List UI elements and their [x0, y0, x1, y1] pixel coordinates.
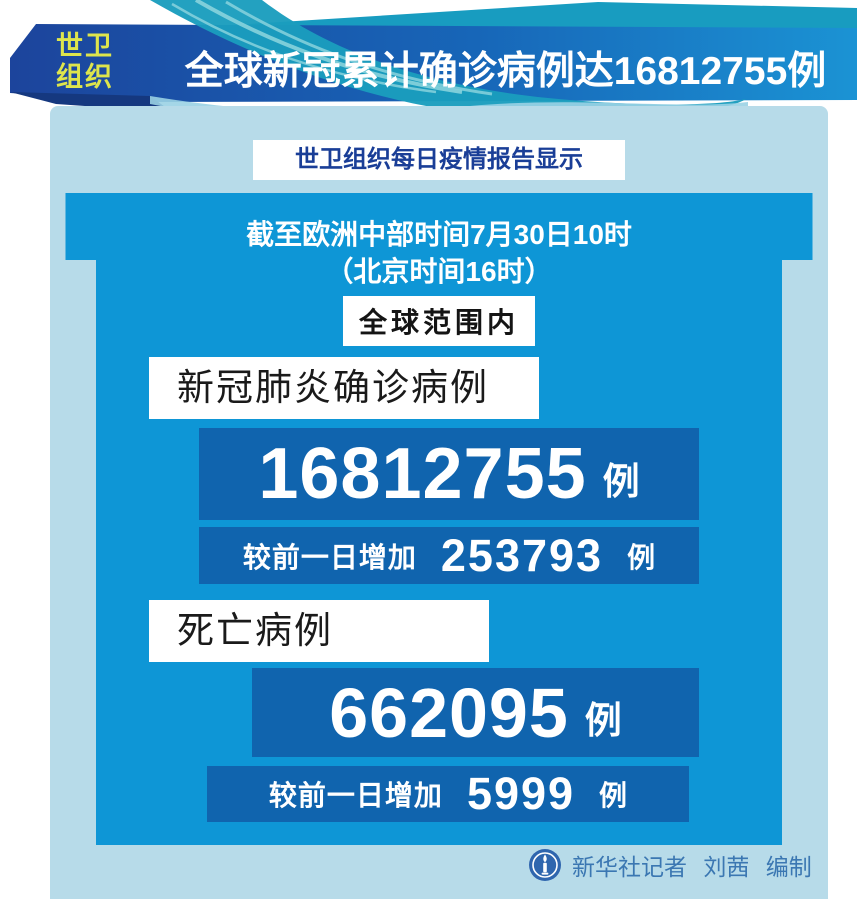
datetime-line2: （北京时间16时）	[325, 256, 553, 287]
banner-swoosh-streak-3	[171, 2, 437, 94]
credit-footer: 新华社记者 刘茜 编制	[528, 848, 812, 882]
stats-panel: （北京时间16时） 全球范围内 新冠肺炎确诊病例 16812755 例 较前一日…	[96, 256, 782, 845]
datetime-header-strip: 截至欧洲中部时间7月30日10时	[65, 193, 813, 260]
confirmed-delta-value: 253793	[440, 529, 604, 581]
deaths-total-panel: 662095 例	[252, 668, 699, 757]
confirmed-delta-unit: 例	[627, 541, 656, 573]
confirmed-label: 新冠肺炎确诊病例	[149, 357, 539, 419]
content-panel: 世卫组织每日疫情报告显示 截至欧洲中部时间7月30日10时 （北京时间16时） …	[50, 106, 828, 899]
banner-swoosh-streak-1	[194, 0, 463, 94]
deaths-delta-row: 较前一日增加 5999 例	[207, 766, 689, 822]
confirmed-delta-label: 较前一日增加	[242, 541, 417, 573]
confirmed-total-panel: 16812755 例	[199, 428, 699, 520]
deaths-total-unit: 例	[584, 699, 622, 741]
report-source-bar: 世卫组织每日疫情报告显示	[253, 140, 625, 180]
scope-badge: 全球范围内	[342, 296, 536, 346]
confirmed-total-unit: 例	[602, 461, 640, 502]
deaths-label: 死亡病例	[149, 600, 489, 662]
datetime-line1: 截至欧洲中部时间7月30日10时	[246, 219, 632, 250]
deaths-total-value: 662095	[329, 673, 569, 752]
confirmed-total-value: 16812755	[258, 434, 587, 514]
confirmed-delta-row: 较前一日增加 253793 例	[199, 527, 699, 584]
banner-swoosh-streak-2	[225, 0, 493, 96]
banner-teal-swoosh	[150, 0, 746, 119]
credit-text: 新华社记者 刘茜 编制	[572, 854, 812, 880]
banner-ribbon-graphic	[10, 0, 857, 120]
deaths-delta-unit: 例	[599, 780, 628, 811]
org-badge-line1: 世卫	[56, 31, 114, 61]
banner-main-ribbon	[10, 24, 857, 102]
deaths-delta-label: 较前一日增加	[268, 780, 443, 811]
org-badge: 世卫 组织	[56, 31, 114, 93]
xinhua-emblem-icon	[529, 849, 561, 881]
org-badge-line2: 组织	[56, 62, 114, 92]
deaths-delta-value: 5999	[466, 768, 576, 819]
page-title: 全球新冠累计确诊病例达16812755例	[184, 50, 827, 93]
